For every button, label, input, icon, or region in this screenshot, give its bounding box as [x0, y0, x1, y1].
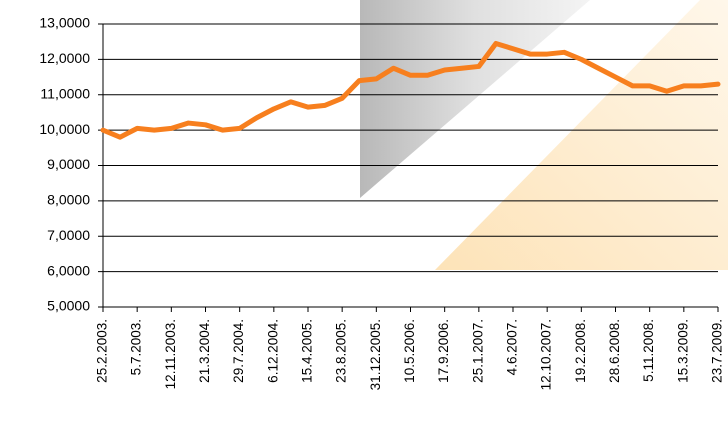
- decoration: [360, 0, 590, 198]
- x-tick-label: 15.3.2009.: [675, 319, 690, 383]
- x-tick-label: 25.1.2007.: [470, 319, 485, 383]
- x-tick-label: 21.3.2004.: [197, 319, 212, 383]
- x-tick-label: 28.6.2008.: [607, 319, 622, 383]
- y-tick-label: 11,0000: [40, 85, 90, 101]
- y-tick-label: 6,0000: [47, 262, 90, 278]
- y-tick-label: 7,0000: [47, 227, 90, 243]
- data-line: [100, 40, 721, 140]
- x-tick-label: 12.11.2003.: [163, 319, 178, 389]
- y-tick-label: 13,0000: [39, 15, 90, 31]
- decoration: [435, 0, 728, 270]
- x-tick-label: 5.11.2008.: [641, 319, 656, 382]
- x-tick-label: 23.8.2005.: [334, 319, 349, 383]
- x-tick-label: 29.7.2004.: [231, 319, 246, 383]
- x-tick-label: 15.4.2005.: [300, 319, 315, 383]
- x-tick-label: 10.5.2006.: [402, 319, 417, 383]
- x-tick-label: 23.7.2009.: [710, 319, 725, 383]
- x-tick-label: 19.2.2008.: [573, 319, 588, 383]
- y-tick-label: 9,0000: [47, 156, 90, 172]
- y-tick-label: 10,0000: [39, 121, 90, 137]
- x-tick-label: 6.12.2004.: [265, 319, 280, 383]
- x-tick-label: 31.12.2005.: [368, 319, 383, 390]
- x-tick-label: 17.9.2006.: [436, 319, 451, 383]
- x-tick-label: 4.6.2007.: [505, 319, 520, 375]
- y-tick-label: 5,0000: [47, 298, 90, 314]
- x-tick-label: 25.2.2003.: [95, 319, 110, 383]
- x-tick-label: 12.10.2007.: [539, 319, 554, 390]
- y-tick-label: 8,0000: [47, 192, 90, 208]
- x-tick-label: 5.7.2003.: [129, 319, 144, 375]
- y-tick-label: 12,0000: [39, 50, 90, 66]
